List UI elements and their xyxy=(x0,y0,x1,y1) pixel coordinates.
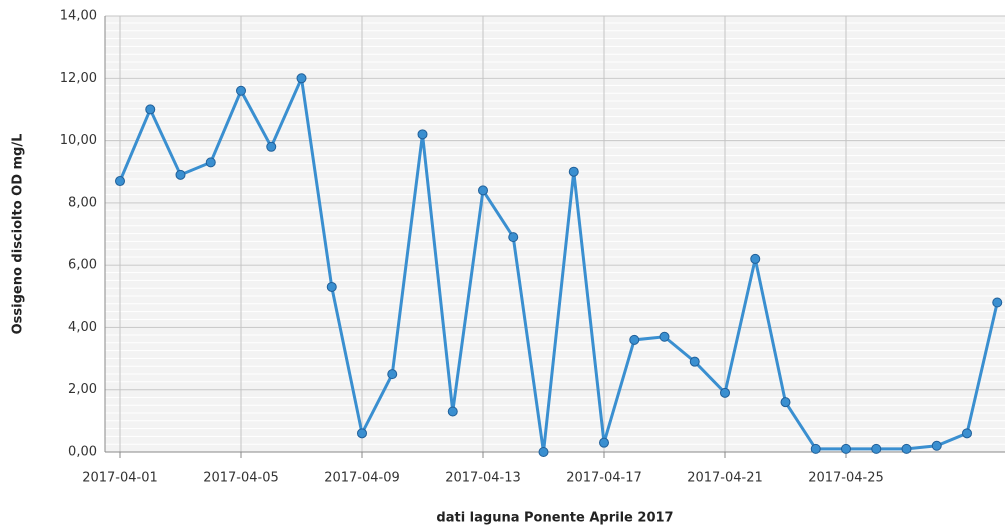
point xyxy=(145,104,156,115)
point xyxy=(871,443,882,454)
y-tick-label: 6,00 xyxy=(68,258,97,273)
point xyxy=(266,141,277,152)
x-tick-label: 2017-04-21 xyxy=(687,471,763,486)
y-tick-label: 4,00 xyxy=(68,320,97,335)
point xyxy=(901,443,912,454)
point xyxy=(205,157,216,168)
point xyxy=(931,440,942,451)
point xyxy=(447,406,458,417)
point xyxy=(810,443,821,454)
point xyxy=(992,297,1003,308)
y-tick-label: 2,00 xyxy=(68,382,97,397)
point xyxy=(357,428,367,439)
point xyxy=(841,443,851,454)
x-tick-label: 2017-04-17 xyxy=(566,471,642,486)
x-tick-label: 2017-04-09 xyxy=(324,471,400,486)
point xyxy=(659,331,670,342)
x-tick-label: 2017-04-01 xyxy=(82,471,158,486)
x-tick-label: 2017-04-25 xyxy=(808,471,884,486)
point xyxy=(962,428,972,439)
point xyxy=(720,387,730,398)
point xyxy=(538,447,549,457)
point xyxy=(175,169,186,180)
point xyxy=(568,166,579,177)
y-tick-label: 12,00 xyxy=(60,71,97,86)
point xyxy=(417,129,428,140)
point xyxy=(115,176,125,187)
point xyxy=(387,369,398,380)
x-tick-label: 2017-04-13 xyxy=(445,471,521,486)
point xyxy=(689,356,700,367)
point xyxy=(780,397,791,408)
point xyxy=(508,232,519,243)
y-tick-label: 10,00 xyxy=(60,133,97,148)
point xyxy=(599,437,609,448)
y-tick-label: 8,00 xyxy=(68,195,97,210)
point xyxy=(236,85,246,96)
point xyxy=(629,334,640,345)
y-tick-label: 14,00 xyxy=(60,9,97,24)
line xyxy=(118,72,999,453)
point xyxy=(296,73,307,84)
x-axis-title: dati laguna Ponente Aprile 2017 xyxy=(436,511,673,526)
point xyxy=(750,253,761,264)
point xyxy=(478,185,488,196)
y-axis-title: Ossigeno disciolto OD mg/L xyxy=(11,134,26,335)
x-tick-label: 2017-04-05 xyxy=(203,471,279,486)
y-tick-label: 0,00 xyxy=(68,445,97,460)
point xyxy=(326,281,337,292)
